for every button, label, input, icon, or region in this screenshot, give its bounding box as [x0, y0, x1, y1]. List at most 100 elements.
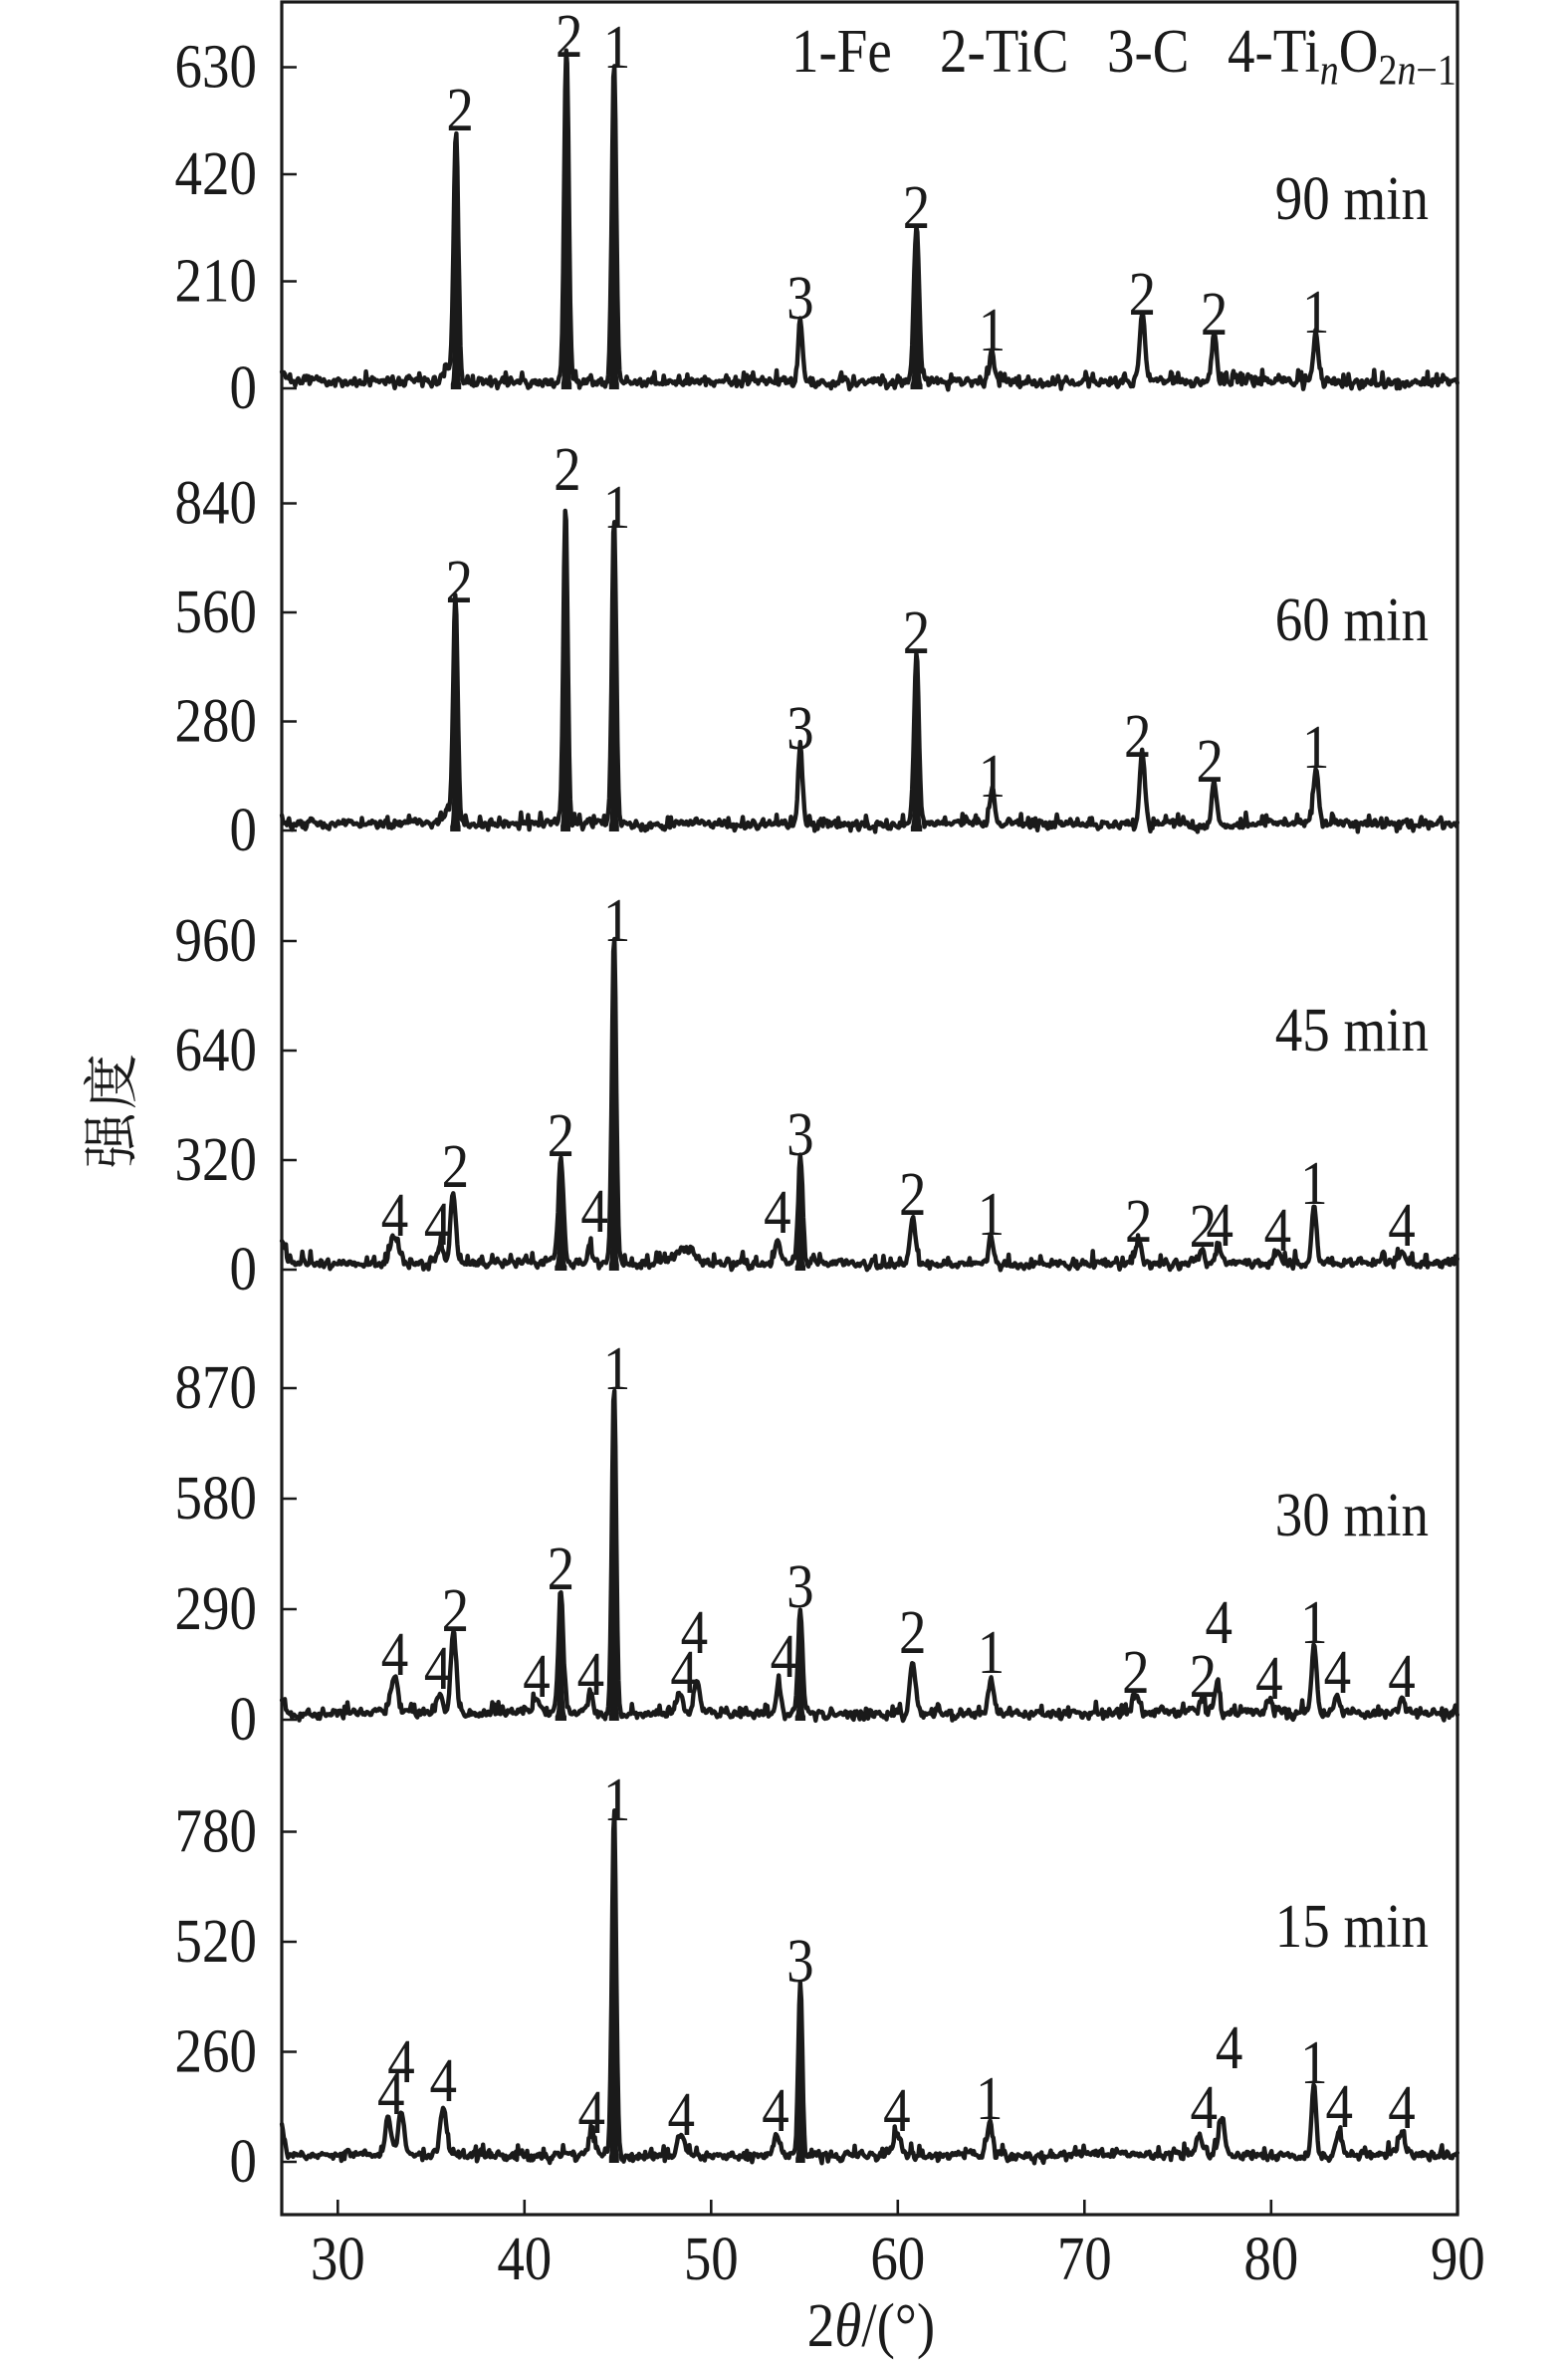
svg-text:15 min: 15 min: [1275, 1892, 1429, 1961]
svg-text:630: 630: [175, 32, 257, 101]
svg-text:90: 90: [1431, 2225, 1485, 2293]
svg-text:2: 2: [445, 548, 473, 616]
svg-text:1: 1: [603, 473, 631, 542]
svg-text:2: 2: [899, 1160, 927, 1229]
svg-text:2: 2: [556, 2, 583, 71]
svg-text:520: 520: [175, 1907, 257, 1976]
svg-text:1: 1: [979, 742, 1007, 811]
svg-text:80: 80: [1243, 2225, 1298, 2293]
svg-text:0: 0: [229, 1235, 257, 1303]
svg-text:4: 4: [1255, 1644, 1283, 1713]
svg-text:4: 4: [424, 1190, 452, 1259]
svg-text:210: 210: [175, 246, 257, 315]
svg-text:4: 4: [429, 2046, 457, 2115]
svg-text:40: 40: [497, 2225, 552, 2293]
svg-text:420: 420: [175, 139, 257, 208]
svg-text:4: 4: [1388, 1642, 1416, 1711]
svg-text:4: 4: [1388, 1191, 1416, 1260]
svg-text:1: 1: [603, 1334, 631, 1403]
svg-text:0: 0: [229, 796, 257, 864]
svg-text:4: 4: [1191, 2073, 1219, 2142]
svg-text:4: 4: [523, 1642, 551, 1711]
svg-text:2: 2: [1125, 1187, 1153, 1256]
svg-text:4: 4: [1324, 1638, 1352, 1707]
svg-text:2: 2: [1190, 1192, 1218, 1261]
svg-text:70: 70: [1057, 2225, 1112, 2293]
svg-text:3-C: 3-C: [1107, 17, 1189, 86]
svg-text:2: 2: [903, 173, 931, 242]
svg-text:870: 870: [175, 1353, 257, 1422]
svg-text:3: 3: [786, 1552, 814, 1621]
svg-text:4: 4: [670, 1638, 698, 1707]
svg-text:1: 1: [1300, 2028, 1328, 2097]
svg-text:0: 0: [229, 1685, 257, 1754]
svg-text:0: 0: [229, 2127, 257, 2196]
svg-text:2θ/(°): 2θ/(°): [807, 2291, 935, 2360]
svg-text:4: 4: [387, 2027, 415, 2096]
svg-text:1: 1: [979, 296, 1007, 364]
svg-text:4: 4: [1325, 2072, 1353, 2141]
svg-text:2: 2: [1190, 1642, 1218, 1711]
svg-text:1: 1: [603, 13, 631, 82]
svg-text:1: 1: [1300, 1588, 1328, 1657]
svg-text:1: 1: [603, 886, 631, 955]
svg-text:560: 560: [175, 578, 257, 646]
svg-text:290: 290: [175, 1574, 257, 1643]
svg-text:30: 30: [311, 2225, 365, 2293]
svg-text:2: 2: [442, 1132, 470, 1201]
svg-text:4: 4: [1206, 1191, 1233, 1260]
svg-text:2: 2: [548, 1101, 575, 1170]
svg-text:4: 4: [1388, 2073, 1416, 2142]
svg-text:4: 4: [771, 1622, 798, 1691]
svg-text:0: 0: [229, 354, 257, 422]
svg-text:50: 50: [684, 2225, 739, 2293]
svg-text:4: 4: [381, 1620, 409, 1689]
svg-text:2: 2: [1129, 260, 1157, 329]
svg-text:280: 280: [175, 686, 257, 755]
svg-text:260: 260: [175, 2016, 257, 2085]
svg-text:4: 4: [577, 1640, 605, 1709]
svg-text:60 min: 60 min: [1275, 586, 1429, 654]
svg-text:3: 3: [786, 1100, 814, 1169]
svg-text:3: 3: [786, 264, 814, 333]
svg-text:4: 4: [381, 1181, 409, 1250]
svg-text:4: 4: [377, 2059, 405, 2128]
svg-text:4: 4: [681, 1598, 709, 1667]
svg-text:4: 4: [580, 1177, 608, 1246]
svg-text:2-TiC: 2-TiC: [940, 17, 1068, 86]
svg-text:3: 3: [786, 1927, 814, 1996]
svg-text:4: 4: [668, 2080, 696, 2149]
svg-text:640: 640: [175, 1016, 257, 1084]
svg-text:60: 60: [870, 2225, 925, 2293]
svg-text:30 min: 30 min: [1275, 1481, 1429, 1549]
svg-text:580: 580: [175, 1464, 257, 1533]
svg-text:4: 4: [764, 1178, 791, 1247]
svg-text:320: 320: [175, 1125, 257, 1194]
svg-text:960: 960: [175, 906, 257, 975]
svg-text:4: 4: [1264, 1196, 1292, 1265]
svg-text:4: 4: [883, 2076, 911, 2145]
svg-text:4: 4: [578, 2078, 606, 2147]
svg-text:2: 2: [1124, 702, 1152, 771]
svg-text:4: 4: [1216, 2013, 1243, 2082]
svg-text:2: 2: [442, 1576, 470, 1645]
svg-text:4: 4: [762, 2076, 789, 2145]
svg-text:90 min: 90 min: [1275, 164, 1429, 233]
svg-text:1: 1: [1302, 713, 1330, 782]
svg-text:2: 2: [446, 76, 474, 144]
svg-text:2: 2: [554, 435, 581, 504]
svg-text:1: 1: [976, 2064, 1004, 2133]
svg-text:2: 2: [1122, 1638, 1150, 1707]
svg-text:3: 3: [786, 694, 814, 763]
svg-text:4-TinO2n−1: 4-TinO2n−1: [1228, 17, 1456, 94]
svg-text:780: 780: [175, 1796, 257, 1865]
svg-text:4: 4: [1206, 1588, 1233, 1657]
svg-text:840: 840: [175, 468, 257, 537]
svg-text:1: 1: [978, 1618, 1006, 1687]
svg-text:2: 2: [1201, 280, 1229, 349]
svg-text:1-Fe: 1-Fe: [791, 17, 892, 86]
svg-text:45 min: 45 min: [1275, 996, 1429, 1064]
svg-text:2: 2: [903, 598, 931, 667]
svg-text:1: 1: [1300, 1149, 1328, 1218]
svg-text:2: 2: [899, 1598, 927, 1667]
